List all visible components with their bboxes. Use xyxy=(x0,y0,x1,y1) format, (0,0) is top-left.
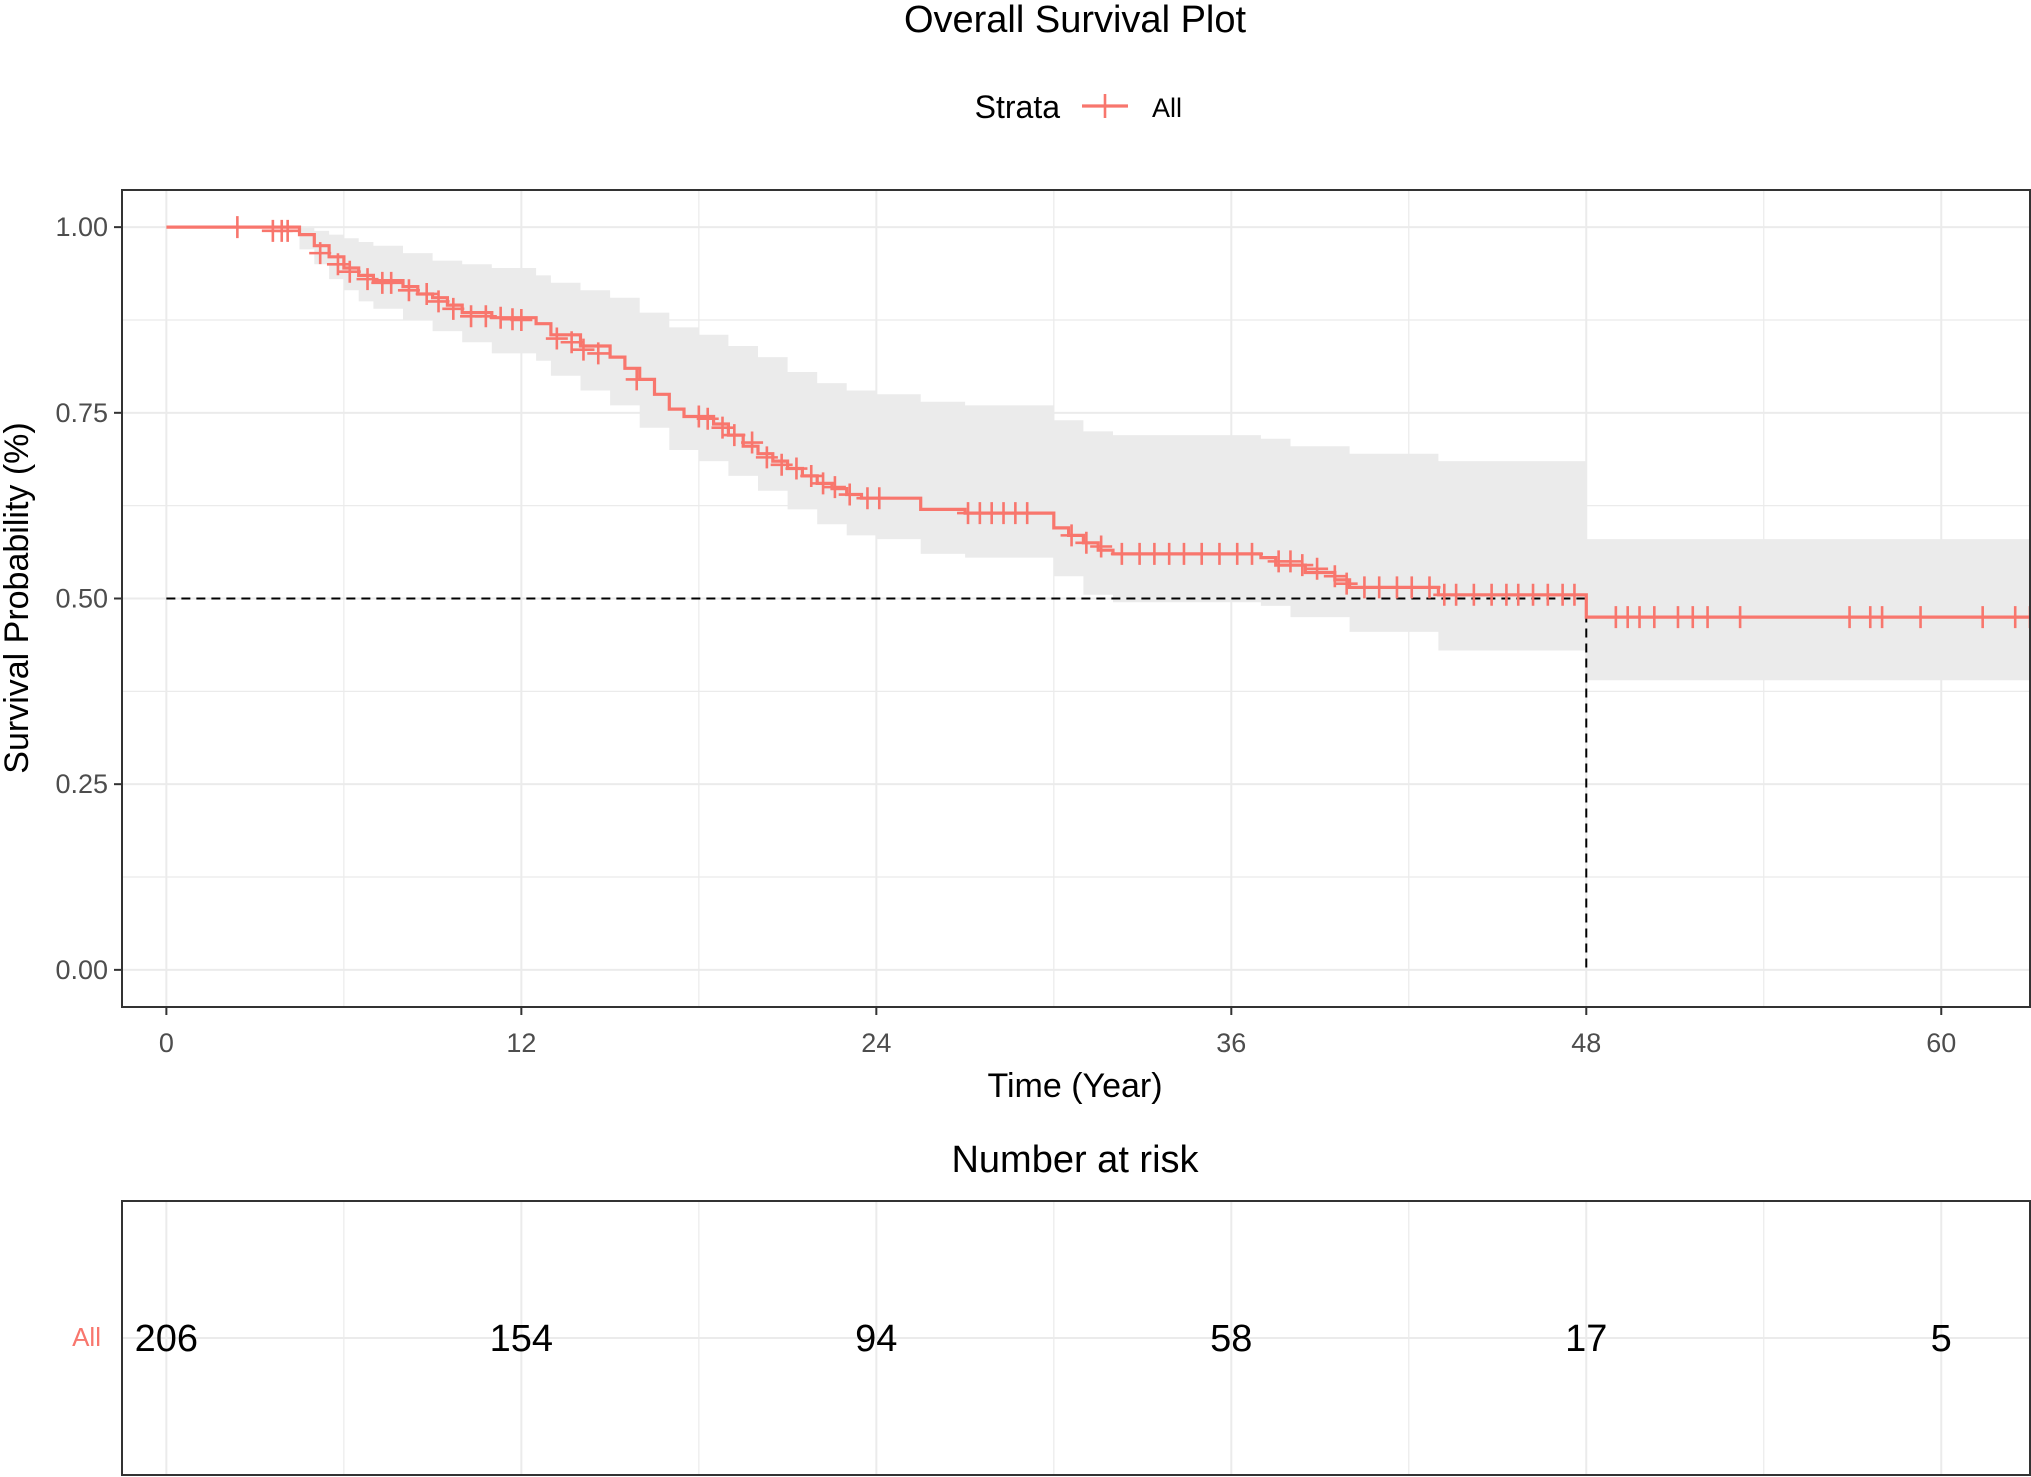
censor-mark xyxy=(687,405,710,428)
censor-mark xyxy=(1971,606,1994,629)
legend-label-all: All xyxy=(1152,93,1182,123)
censor-mark xyxy=(696,407,719,430)
risk-table-panel: 206 154 94 58 17 5 xyxy=(121,1200,2031,1476)
median-reference-lines xyxy=(166,597,1588,970)
censor-mark xyxy=(1279,550,1302,573)
censor-mark xyxy=(711,416,734,439)
censor-mark xyxy=(510,308,533,331)
risk-value: 154 xyxy=(490,1318,553,1360)
censor-mark xyxy=(1075,531,1098,554)
censor-mark xyxy=(276,219,299,242)
x-axis-label: Time (Year) xyxy=(987,1067,1162,1105)
y-axis: 0.00 0.25 0.50 0.75 1.00 xyxy=(55,212,122,985)
censor-mark xyxy=(489,306,512,329)
censor-marks xyxy=(226,216,2031,629)
censor-mark xyxy=(226,216,249,239)
censor-mark xyxy=(823,476,846,499)
risk-value: 206 xyxy=(135,1318,198,1360)
censor-mark xyxy=(1838,606,1861,629)
censor-mark xyxy=(1306,557,1329,580)
y-tick-label: 0.75 xyxy=(55,398,108,428)
x-tick-label: 0 xyxy=(159,1028,174,1058)
censor-mark xyxy=(587,342,610,365)
censor-mark xyxy=(427,290,450,313)
censor-mark xyxy=(1335,572,1358,595)
risk-value: 17 xyxy=(1565,1318,1607,1360)
x-axis: 0 12 24 36 48 60 xyxy=(159,1007,1956,1058)
censor-mark xyxy=(1696,606,1719,629)
censor-mark xyxy=(356,268,379,291)
censor-mark xyxy=(868,487,891,510)
confidence-band xyxy=(166,227,2030,681)
censor-mark xyxy=(1090,535,1113,558)
censor-mark xyxy=(838,483,861,506)
risk-table-border xyxy=(121,1200,2031,1476)
censor-mark xyxy=(741,431,764,454)
censor-mark xyxy=(770,453,793,476)
y-tick-label: 1.00 xyxy=(55,212,108,242)
censor-mark xyxy=(1643,606,1666,629)
censor-mark xyxy=(785,457,808,480)
censor-mark xyxy=(755,446,778,469)
censor-mark xyxy=(1871,606,1894,629)
censor-mark xyxy=(380,271,403,294)
risk-value: 5 xyxy=(1931,1318,1952,1360)
x-tick-label: 36 xyxy=(1216,1028,1246,1058)
chart-title: Overall Survival Plot xyxy=(904,0,1247,41)
censor-mark xyxy=(800,464,823,487)
legend-key-censor-mark xyxy=(1094,94,1116,118)
risk-table-title: Number at risk xyxy=(951,1139,1199,1181)
censor-mark xyxy=(474,305,497,328)
censor-mark xyxy=(1060,524,1083,547)
censor-mark xyxy=(338,260,361,283)
risk-table-grid xyxy=(122,1201,2030,1475)
censor-mark xyxy=(326,253,349,276)
censor-mark xyxy=(1909,606,1932,629)
censor-mark xyxy=(723,424,746,447)
risk-table-values: 206 154 94 58 17 5 xyxy=(135,1318,1952,1360)
censor-mark xyxy=(1241,542,1264,565)
censor-mark xyxy=(1563,583,1586,606)
censor-mark xyxy=(309,242,332,265)
censor-mark xyxy=(1729,606,1752,629)
plot-panel xyxy=(121,189,2031,1008)
legend-key-all xyxy=(1082,94,1128,118)
risk-row-label-all: All xyxy=(72,1322,101,1352)
censor-mark xyxy=(1291,554,1314,577)
legend-title: Strata xyxy=(975,89,1061,125)
censor-mark xyxy=(625,368,648,391)
y-axis-label: Survival Probability (%) xyxy=(0,422,36,773)
y-tick-label: 0.25 xyxy=(55,769,108,799)
x-tick-label: 12 xyxy=(506,1028,536,1058)
censor-mark xyxy=(572,338,595,361)
censor-mark xyxy=(1323,565,1346,588)
legend: Strata All xyxy=(975,89,1182,125)
censor-mark xyxy=(415,282,438,305)
censor-mark xyxy=(442,297,465,320)
x-tick-label: 60 xyxy=(1926,1028,1956,1058)
risk-value: 94 xyxy=(855,1318,897,1360)
censor-mark xyxy=(1418,576,1441,599)
y-tick-label: 0.00 xyxy=(55,955,108,985)
confidence-band-area xyxy=(166,227,2030,681)
censor-mark xyxy=(560,331,583,354)
x-tick-label: 24 xyxy=(861,1028,891,1058)
y-tick-label: 0.50 xyxy=(55,584,108,614)
censor-mark xyxy=(1016,502,1039,525)
x-tick-label: 48 xyxy=(1571,1028,1601,1058)
censor-mark xyxy=(812,472,835,495)
censor-mark xyxy=(545,327,568,350)
risk-value: 58 xyxy=(1210,1318,1252,1360)
censor-mark xyxy=(397,279,420,302)
